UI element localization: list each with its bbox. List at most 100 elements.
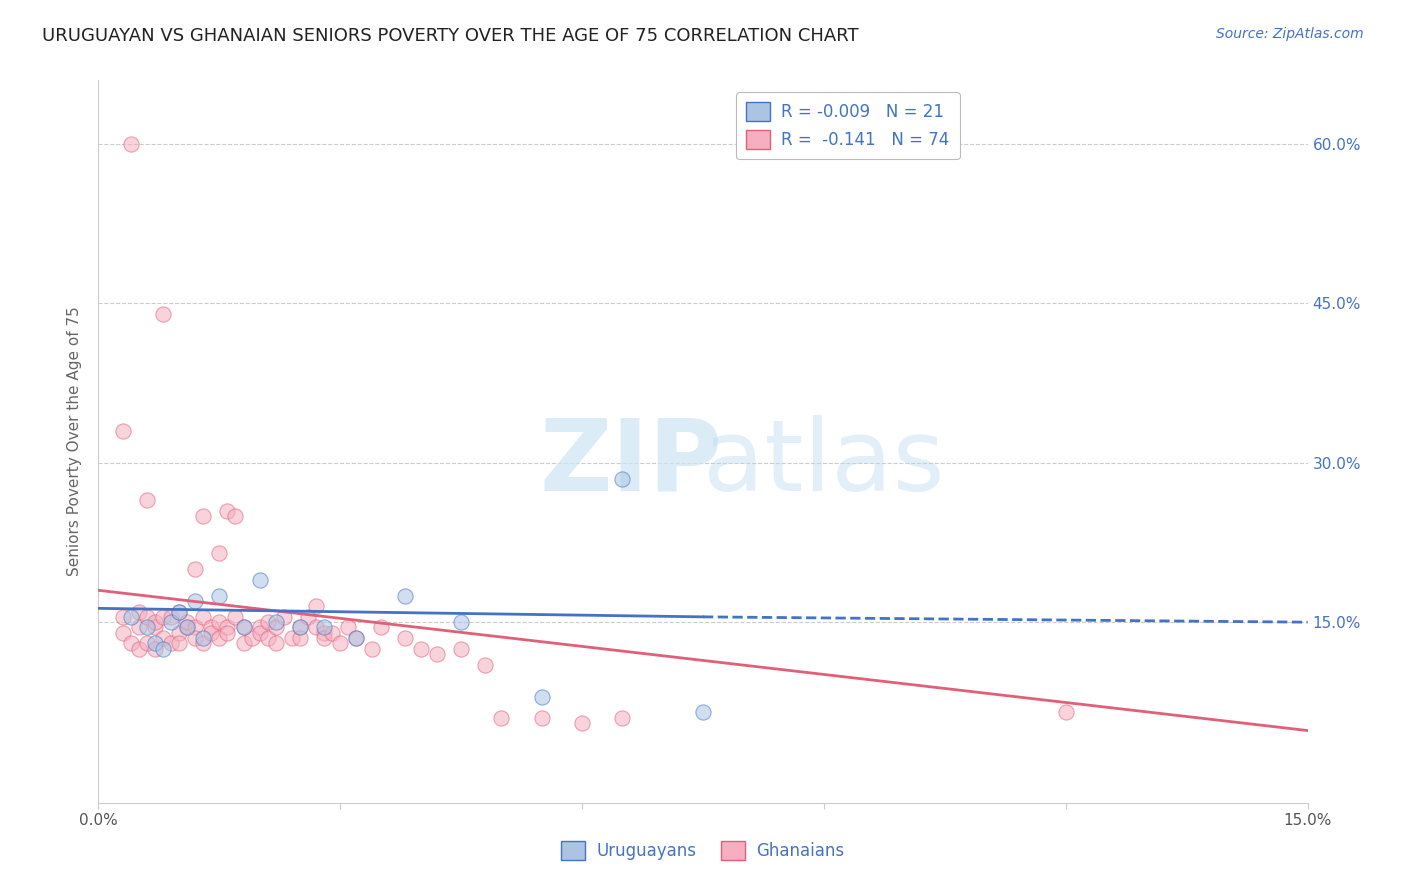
Point	[176, 620, 198, 634]
Point	[152, 610, 174, 624]
Point	[491, 711, 513, 725]
Text: URUGUAYAN VS GHANAIAN SENIORS POVERTY OVER THE AGE OF 75 CORRELATION CHART: URUGUAYAN VS GHANAIAN SENIORS POVERTY OV…	[42, 27, 859, 45]
Point	[612, 472, 634, 486]
Point	[135, 620, 157, 634]
Point	[152, 631, 174, 645]
Point	[240, 631, 263, 645]
Point	[530, 690, 553, 704]
Point	[394, 631, 416, 645]
Point	[176, 620, 198, 634]
Point	[128, 605, 150, 619]
Point	[167, 605, 190, 619]
Text: ZIP: ZIP	[538, 415, 721, 512]
Point	[329, 636, 352, 650]
Point	[232, 636, 254, 650]
Point	[273, 610, 295, 624]
Point	[193, 508, 215, 523]
Point	[128, 620, 150, 634]
Point	[281, 631, 304, 645]
Point	[111, 424, 134, 438]
Point	[264, 620, 287, 634]
Point	[249, 573, 271, 587]
Point	[297, 610, 319, 624]
Point	[200, 620, 222, 634]
Point	[530, 711, 553, 725]
Point	[571, 716, 593, 731]
Point	[208, 546, 231, 560]
Legend: Uruguayans, Ghanaians: Uruguayans, Ghanaians	[555, 834, 851, 867]
Point	[208, 589, 231, 603]
Point	[143, 615, 166, 630]
Point	[128, 641, 150, 656]
Point	[264, 636, 287, 650]
Point	[143, 620, 166, 634]
Point	[184, 620, 207, 634]
Point	[120, 136, 142, 151]
Point	[450, 615, 472, 630]
Text: atlas: atlas	[703, 415, 945, 512]
Point	[152, 641, 174, 656]
Point	[135, 493, 157, 508]
Point	[256, 615, 278, 630]
Point	[288, 631, 311, 645]
Point	[394, 589, 416, 603]
Point	[249, 625, 271, 640]
Point	[184, 562, 207, 576]
Point	[224, 508, 246, 523]
Point	[1054, 706, 1077, 720]
Point	[193, 631, 215, 645]
Point	[193, 636, 215, 650]
Point	[224, 610, 246, 624]
Point	[135, 610, 157, 624]
Point	[120, 610, 142, 624]
Point	[305, 599, 328, 614]
Point	[305, 620, 328, 634]
Point	[160, 636, 183, 650]
Point	[200, 625, 222, 640]
Point	[232, 620, 254, 634]
Point	[426, 647, 449, 661]
Point	[612, 711, 634, 725]
Point	[314, 631, 336, 645]
Point	[314, 620, 336, 634]
Point	[361, 641, 384, 656]
Point	[264, 615, 287, 630]
Point	[288, 620, 311, 634]
Point	[135, 636, 157, 650]
Point	[152, 307, 174, 321]
Point	[692, 706, 714, 720]
Point	[143, 636, 166, 650]
Point	[217, 620, 239, 634]
Point	[314, 625, 336, 640]
Point	[111, 610, 134, 624]
Point	[256, 631, 278, 645]
Point	[344, 631, 367, 645]
Point	[217, 503, 239, 517]
Point	[208, 615, 231, 630]
Point	[143, 641, 166, 656]
Point	[184, 594, 207, 608]
Point	[249, 620, 271, 634]
Point	[167, 605, 190, 619]
Point	[120, 636, 142, 650]
Point	[176, 615, 198, 630]
Point	[167, 636, 190, 650]
Point	[321, 625, 343, 640]
Point	[409, 641, 432, 656]
Point	[208, 631, 231, 645]
Point	[111, 625, 134, 640]
Point	[167, 625, 190, 640]
Point	[193, 610, 215, 624]
Point	[160, 615, 183, 630]
Point	[232, 620, 254, 634]
Point	[344, 631, 367, 645]
Text: Source: ZipAtlas.com: Source: ZipAtlas.com	[1216, 27, 1364, 41]
Point	[474, 657, 496, 672]
Point	[370, 620, 392, 634]
Point	[288, 620, 311, 634]
Point	[450, 641, 472, 656]
Point	[217, 625, 239, 640]
Point	[184, 631, 207, 645]
Y-axis label: Seniors Poverty Over the Age of 75: Seniors Poverty Over the Age of 75	[67, 307, 83, 576]
Point	[160, 610, 183, 624]
